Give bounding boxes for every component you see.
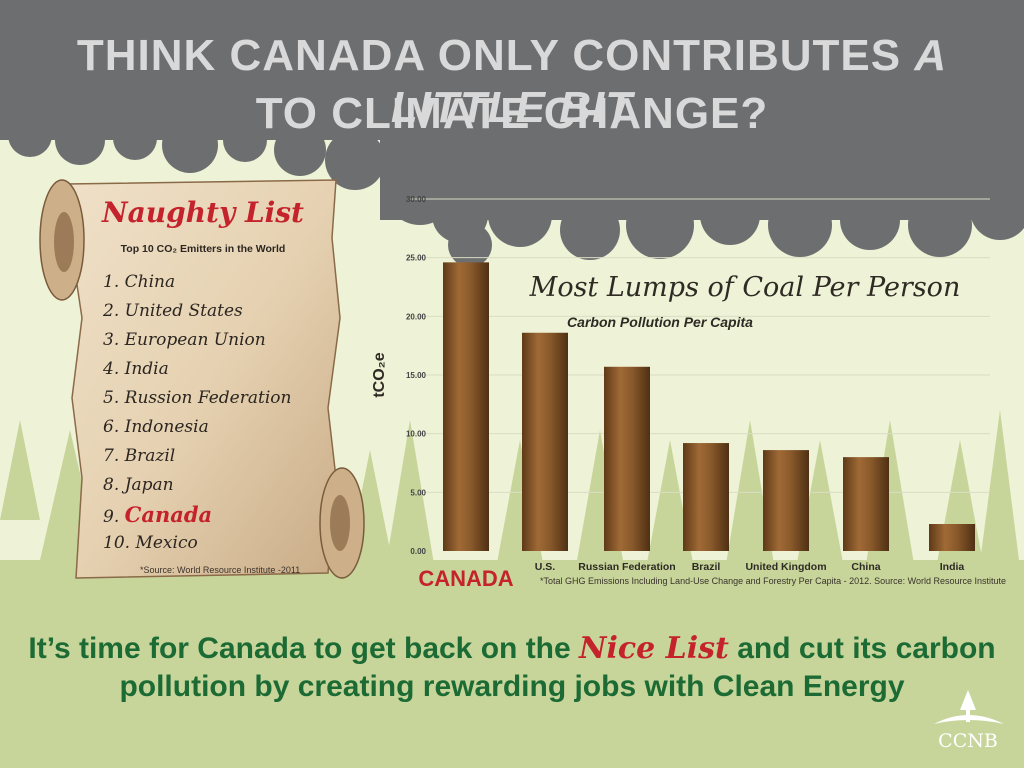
list-item-number: 6.: [103, 417, 120, 437]
list-item-number: 8.: [103, 475, 120, 495]
chart-bars: [443, 262, 975, 551]
naughty-list-scroll: [39, 179, 365, 579]
list-item-name: Mexico: [135, 533, 198, 553]
headline-line-2: TO CLIMATE CHANGE?: [255, 89, 769, 138]
y-tick-label: 15.00: [406, 371, 427, 380]
y-tick-labels: 0.00 5.00 10.00 15.00 20.00 25.00 30.00: [406, 195, 427, 556]
list-item-name: Brazil: [124, 446, 176, 466]
call-to-action-line-1: It’s time for Canada to get back on the …: [0, 630, 1024, 668]
headline-prefix: THINK CANADA ONLY CONTRIBUTES: [76, 31, 915, 80]
smoke-cloud: [0, 0, 1024, 267]
call-to-action-line-2: pollution by creating rewarding jobs wit…: [119, 670, 905, 703]
list-item-number: 10.: [103, 533, 131, 553]
cta-suffix: and cut its carbon: [728, 632, 996, 665]
list-item-name: United States: [124, 301, 243, 321]
bar-u-s: [522, 332, 568, 551]
x-tick-label: Russian Federation: [578, 561, 675, 573]
list-item: 2. United States: [103, 297, 291, 326]
list-item-name: India: [124, 359, 169, 379]
y-tick-label: 10.00: [406, 430, 427, 439]
list-item: 6. Indonesia: [103, 413, 291, 442]
list-item-number: 9.: [103, 507, 120, 527]
headline-emphasis: A LITTLE BIT: [390, 31, 948, 132]
list-item: 5. Russion Federation: [103, 384, 291, 413]
list-item: 1. China: [103, 268, 291, 297]
y-tick-label: 25.00: [406, 254, 427, 263]
bar-china: [843, 457, 889, 551]
ccnb-logo-text: CCNB: [938, 730, 998, 752]
list-item-number: 5.: [103, 388, 120, 408]
bar-brazil: [683, 443, 729, 551]
list-item-number: 7.: [103, 446, 120, 466]
x-tick-label: China: [851, 561, 880, 573]
x-tick-label: CANADA: [418, 566, 513, 591]
list-item-name: Japan: [124, 475, 174, 495]
list-item-name: Russion Federation: [124, 388, 292, 408]
list-item-name: Canada: [124, 502, 213, 527]
y-tick-label: 20.00: [406, 312, 427, 321]
list-item: 4. India: [103, 355, 291, 384]
bar-india: [929, 524, 975, 551]
x-tick-label: India: [940, 561, 965, 573]
list-item-number: 3.: [103, 330, 120, 350]
y-tick-label: 5.00: [410, 488, 426, 497]
ccnb-logo-icon: [934, 690, 1004, 724]
list-item: 8. Japan: [103, 471, 291, 500]
chart-gridlines: [410, 198, 990, 493]
chart-title: Most Lumps of Coal Per Person: [529, 272, 961, 303]
bar-canada: [443, 262, 489, 551]
cta-prefix: It’s time for Canada to get back on the: [28, 632, 580, 665]
x-tick-label: Brazil: [692, 561, 721, 573]
chart-footnote: *Total GHG Emissions Including Land-Use …: [540, 576, 1007, 586]
list-item-highlighted: 9. Canada: [103, 500, 291, 529]
list-item-name: China: [124, 272, 176, 292]
chart-subtitle: Carbon Pollution Per Capita: [567, 314, 753, 330]
headline-line-1: THINK CANADA ONLY CONTRIBUTES A LITTLE B…: [0, 30, 1024, 134]
tree-silhouettes: [0, 410, 1024, 768]
y-tick-label: 0.00: [410, 547, 426, 556]
list-item-number: 4.: [103, 359, 120, 379]
x-tick-label: U.S.: [535, 561, 556, 573]
y-tick-label: 30.00: [406, 195, 427, 204]
y-axis-label: tCO₂e: [371, 352, 388, 397]
bar-russian-federation: [604, 366, 650, 551]
cta-emphasis: Nice List: [579, 631, 729, 666]
list-item-number: 1.: [103, 272, 120, 292]
bar-united-kingdom: [763, 450, 809, 551]
x-tick-labels: CANADA U.S. Russian Federation Brazil United…: [418, 561, 964, 591]
naughty-list-subtitle: Top 10 CO₂ Emitters in the World: [120, 243, 286, 255]
list-item-name: European Union: [124, 330, 266, 350]
x-tick-label: United Kingdom: [745, 561, 826, 573]
list-item-name: Indonesia: [124, 417, 209, 437]
naughty-list-source: *Source: World Resource Institute -2011: [140, 565, 301, 575]
list-item: 7. Brazil: [103, 442, 291, 471]
list-item: 10. Mexico: [103, 529, 291, 558]
naughty-list-title: Naughty List: [101, 196, 304, 229]
naughty-list: 1. China 2. United States 3. European Un…: [103, 268, 291, 558]
list-item-number: 2.: [103, 301, 120, 321]
list-item: 3. European Union: [103, 326, 291, 355]
